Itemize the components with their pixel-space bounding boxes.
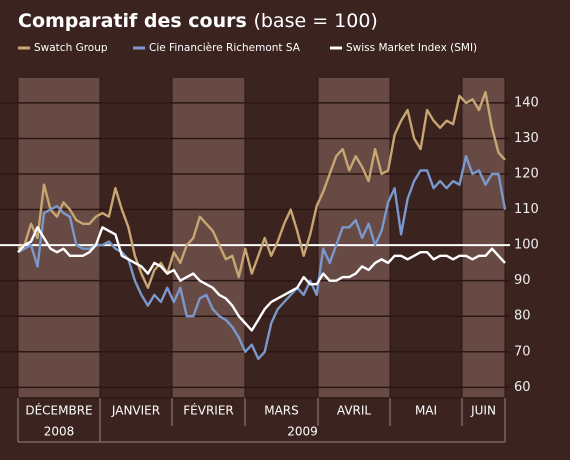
year-label: 2008 [44, 425, 75, 439]
x-tick-label: JANVIER [111, 404, 160, 418]
chart-title: Comparatif des cours [18, 10, 247, 32]
x-tick-label: DÉCEMBRE [25, 403, 92, 418]
series-line [17, 155, 507, 361]
month-band [172, 78, 245, 398]
legend-label: Swiss Market Index (SMI) [346, 42, 477, 54]
x-tick-label: JUIN [470, 404, 496, 418]
y-tick-label: 140 [514, 95, 539, 110]
y-tick-label: 110 [514, 202, 539, 217]
series-line [17, 91, 506, 289]
x-tick-label: FÉVRIER [183, 403, 234, 418]
legend-label: Swatch Group [34, 42, 108, 54]
month-band [18, 78, 100, 398]
y-tick-label: 70 [514, 344, 531, 359]
y-tick-label: 60 [514, 380, 531, 395]
month-band [462, 78, 505, 398]
chart-subtitle: (base = 100) [253, 10, 377, 32]
y-tick-label: 80 [514, 309, 531, 324]
y-tick-label: 90 [514, 273, 531, 288]
title-group: Comparatif des cours (base = 100) [18, 10, 378, 32]
year-label: 2009 [287, 425, 318, 439]
y-tick-label: 130 [514, 131, 539, 146]
legend-label: Cie Financière Richemont SA [149, 42, 301, 54]
x-tick-label: MAI [415, 404, 437, 418]
y-tick-label: 100 [514, 238, 539, 253]
x-tick-label: AVRIL [337, 404, 372, 418]
series-line [17, 226, 506, 332]
x-tick-label: MARS [264, 404, 299, 418]
y-tick-label: 120 [514, 167, 539, 182]
